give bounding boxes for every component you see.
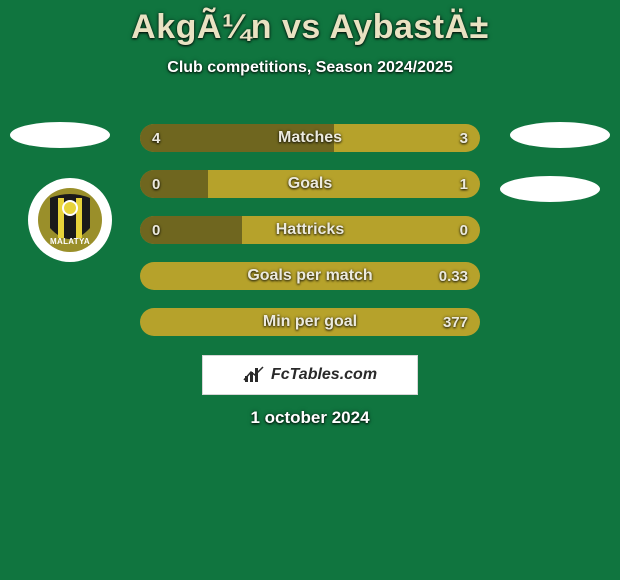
stat-value-left: 0 [152, 216, 160, 244]
stat-value-left: 4 [152, 124, 160, 152]
bar-chart-icon [243, 366, 265, 384]
player-photo-placeholder-right-2 [500, 176, 600, 202]
stat-value-left: 0 [152, 170, 160, 198]
stat-label: Hattricks [140, 216, 480, 244]
stat-row: Hattricks0 0 [140, 216, 480, 244]
stat-label: Min per goal [140, 308, 480, 336]
stat-value-right: 0 [460, 216, 468, 244]
player-photo-placeholder-left [10, 122, 110, 148]
footer-date: 1 october 2024 [0, 408, 620, 428]
page-subtitle: Club competitions, Season 2024/2025 [0, 59, 620, 77]
stats-rows: Matches43Goals01Hattricks00Goals per mat… [140, 124, 480, 354]
club-badge: MALATYA [28, 178, 112, 262]
stat-label: Goals per match [140, 262, 480, 290]
comparison-card: AkgÃ¼n vs AybastÄ± Club competitions, Se… [0, 0, 620, 580]
stat-row: Min per goal377 [140, 308, 480, 336]
stat-value-right: 3 [460, 124, 468, 152]
stat-value-right: 1 [460, 170, 468, 198]
stat-value-right: 0.33 [439, 262, 468, 290]
stat-row: Goals0 1 [140, 170, 480, 198]
brand-text: FcTables.com [271, 366, 377, 384]
brand-box: FcTables.com [202, 355, 418, 395]
stat-row: Matches4 3 [140, 124, 480, 152]
club-badge-label: MALATYA [38, 238, 102, 246]
club-badge-inner: MALATYA [38, 188, 102, 252]
stat-label: Matches [140, 124, 480, 152]
stat-value-right: 377 [443, 308, 468, 336]
stat-row: Goals per match0.33 [140, 262, 480, 290]
player-photo-placeholder-right-1 [510, 122, 610, 148]
page-title: AkgÃ¼n vs AybastÄ± [0, 0, 620, 47]
stat-label: Goals [140, 170, 480, 198]
